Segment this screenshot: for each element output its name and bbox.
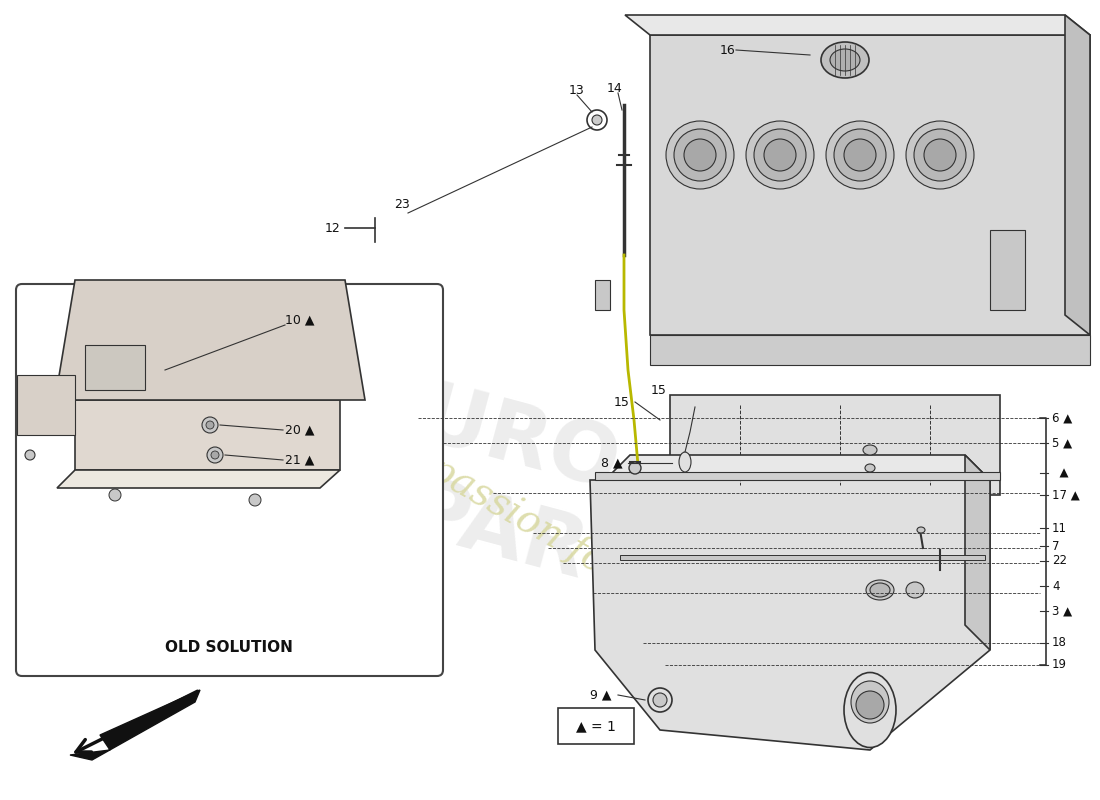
Polygon shape [650,35,1090,335]
Ellipse shape [924,139,956,171]
Polygon shape [70,690,200,760]
Ellipse shape [674,129,726,181]
Ellipse shape [864,445,877,455]
Ellipse shape [834,129,886,181]
Circle shape [653,693,667,707]
Text: OLD SOLUTION: OLD SOLUTION [165,641,293,655]
Text: ▲ = 1: ▲ = 1 [576,719,616,733]
Text: ▲: ▲ [1052,466,1068,479]
Circle shape [856,691,884,719]
Ellipse shape [866,580,894,600]
Text: 17 ▲: 17 ▲ [1052,489,1080,502]
Bar [620,555,984,560]
Text: 11: 11 [1052,522,1067,534]
Polygon shape [595,280,610,310]
FancyBboxPatch shape [558,708,634,744]
Text: 23: 23 [394,198,410,211]
Polygon shape [1065,15,1090,335]
Circle shape [587,110,607,130]
Polygon shape [670,395,1000,495]
Text: 4: 4 [1052,579,1059,593]
Text: 19: 19 [1052,658,1067,671]
Ellipse shape [851,681,889,723]
Ellipse shape [914,129,966,181]
Ellipse shape [764,139,796,171]
Polygon shape [590,480,990,750]
Polygon shape [990,230,1025,310]
Polygon shape [605,455,990,480]
Text: 8 ▲: 8 ▲ [602,457,623,470]
Circle shape [249,494,261,506]
Ellipse shape [821,42,869,78]
Circle shape [211,451,219,459]
FancyBboxPatch shape [16,284,443,676]
Polygon shape [57,470,340,488]
Text: 14: 14 [607,82,623,94]
Polygon shape [625,15,1090,35]
Bar [595,472,1000,480]
Circle shape [206,421,214,429]
Text: 3 ▲: 3 ▲ [1052,605,1072,618]
Ellipse shape [906,582,924,598]
Text: 16: 16 [720,43,736,57]
Circle shape [629,462,641,474]
Polygon shape [75,400,340,470]
Text: 7: 7 [1052,539,1059,553]
Ellipse shape [684,139,716,171]
Text: 20 ▲: 20 ▲ [285,423,315,437]
Ellipse shape [844,139,876,171]
Ellipse shape [826,121,894,189]
Text: 15: 15 [614,395,630,409]
Polygon shape [965,455,990,650]
Text: 18: 18 [1052,637,1067,650]
Circle shape [109,489,121,501]
Text: EURO
SPAR: EURO SPAR [332,362,628,598]
Circle shape [207,447,223,463]
Text: 10 ▲: 10 ▲ [285,314,315,326]
Bar [85,345,145,390]
Ellipse shape [830,49,860,71]
Ellipse shape [844,673,896,747]
Ellipse shape [679,452,691,472]
Text: 21 ▲: 21 ▲ [285,454,315,466]
Ellipse shape [865,464,874,472]
Text: 13: 13 [569,83,585,97]
Circle shape [592,115,602,125]
Text: 5 ▲: 5 ▲ [1052,437,1072,450]
Text: 9 ▲: 9 ▲ [591,689,612,702]
Circle shape [202,417,218,433]
Ellipse shape [746,121,814,189]
Text: 12: 12 [326,222,341,234]
Polygon shape [55,280,365,400]
Text: 6 ▲: 6 ▲ [1052,411,1072,425]
Polygon shape [16,375,75,435]
Ellipse shape [917,527,925,533]
Circle shape [25,450,35,460]
Ellipse shape [666,121,734,189]
Circle shape [648,688,672,712]
Ellipse shape [906,121,974,189]
Text: a passion for parts: a passion for parts [392,432,728,648]
Ellipse shape [870,583,890,597]
Text: 15: 15 [651,383,667,397]
Ellipse shape [754,129,806,181]
Bar [650,335,1090,365]
Text: 22: 22 [1052,554,1067,567]
